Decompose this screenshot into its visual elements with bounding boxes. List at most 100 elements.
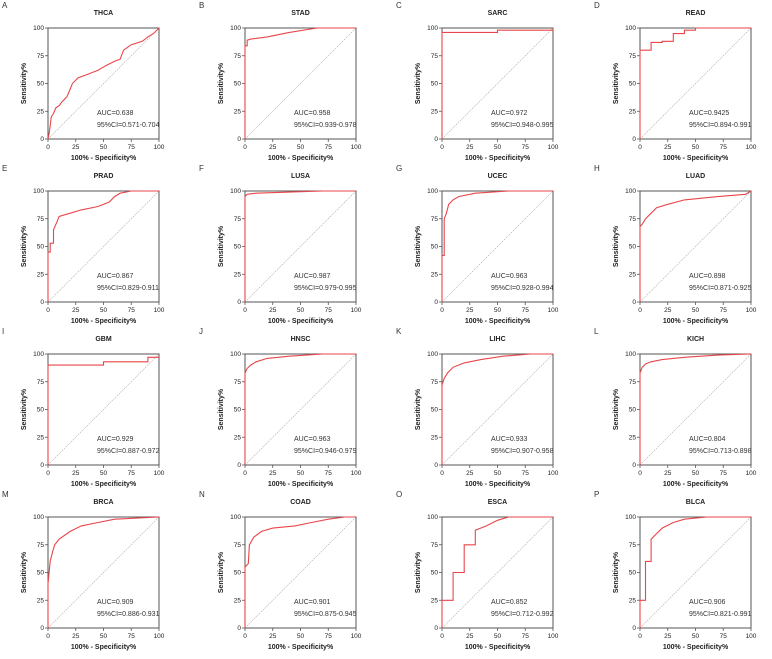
roc-panel-a: A THCA 00 25 25 50 50 75 75 100 100 100% - Specific…	[2, 1, 165, 162]
reference-diagonal	[244, 353, 357, 466]
roc-curve	[639, 516, 751, 628]
reference-diagonal	[47, 27, 160, 140]
auc-annotation: AUC=0.867	[97, 273, 133, 280]
y-tick-label: 75	[629, 216, 637, 223]
y-tick-label: 100	[625, 351, 636, 358]
y-axis-label: Sensitivity%	[415, 225, 422, 267]
reference-diagonal	[441, 516, 554, 629]
y-tick-label: 25	[431, 597, 439, 604]
x-axis-label: 100% - Specificity%	[663, 481, 729, 488]
x-tick-label: 25	[664, 470, 672, 477]
y-tick-label: 75	[431, 542, 439, 549]
panel-letter: O	[396, 490, 402, 499]
chart-title: KICH	[687, 336, 704, 343]
panel-letter: M	[2, 490, 9, 499]
x-tick-label: 75	[325, 144, 333, 151]
roc-curve	[244, 190, 356, 302]
roc-panel-p: P BLCA 00 25 25 50 50 75 75 100 100 100% - Specific…	[594, 490, 757, 651]
y-axis-label: Sensitivity%	[21, 388, 28, 430]
x-tick-label: 100	[154, 307, 165, 314]
auc-annotation: AUC=0.963	[491, 273, 527, 280]
y-tick-label: 25	[629, 271, 637, 278]
y-axis-label: Sensitivity%	[21, 551, 28, 593]
y-tick-label: 75	[629, 53, 637, 60]
y-tick-label: 0	[40, 462, 44, 469]
panel-letter: B	[199, 1, 204, 10]
panel-letter: K	[396, 327, 402, 336]
y-tick-label: 100	[625, 188, 636, 195]
chart-title: COAD	[290, 499, 311, 506]
panel-letter: L	[594, 327, 599, 336]
x-tick-label: 75	[325, 307, 333, 314]
roc-curve	[639, 27, 751, 139]
x-tick-label: 75	[325, 633, 333, 640]
x-tick-label: 25	[72, 144, 80, 151]
y-tick-label: 25	[629, 597, 637, 604]
roc-curve	[47, 27, 160, 140]
x-tick-label: 25	[466, 633, 474, 640]
x-tick-label: 100	[746, 307, 757, 314]
panel-letter: P	[594, 490, 599, 499]
auc-annotation: AUC=0.901	[294, 599, 330, 606]
auc-annotation: AUC=0.898	[689, 273, 725, 280]
y-tick-label: 25	[629, 108, 637, 115]
y-tick-label: 50	[431, 81, 439, 88]
x-axis-label: 100% - Specificity%	[268, 155, 334, 162]
x-axis-label: 100% - Specificity%	[465, 644, 531, 651]
reference-diagonal	[441, 353, 554, 466]
y-axis-label: Sensitivity%	[613, 551, 620, 593]
x-tick-label: 50	[297, 307, 305, 314]
reference-diagonal	[639, 516, 752, 629]
y-tick-label: 100	[33, 188, 44, 195]
y-tick-label: 75	[37, 216, 45, 223]
x-tick-label: 75	[522, 470, 530, 477]
y-tick-label: 100	[33, 25, 44, 32]
roc-panel-k: K LIHC 00 25 25 50 50 75 75 100 100 100% - Specific…	[396, 327, 559, 488]
x-tick-label: 75	[720, 144, 728, 151]
y-tick-label: 75	[234, 216, 242, 223]
reference-diagonal	[244, 27, 357, 140]
x-tick-label: 50	[100, 144, 108, 151]
chart-title: STAD	[291, 10, 310, 17]
ci-annotation: 95%CI=0.894-0.991	[689, 122, 752, 129]
y-tick-label: 25	[37, 597, 45, 604]
y-axis-label: Sensitivity%	[21, 62, 28, 104]
y-axis-label: Sensitivity%	[218, 388, 225, 430]
x-axis-label: 100% - Specificity%	[71, 644, 137, 651]
chart-title: BRCA	[93, 499, 113, 506]
roc-curve	[244, 353, 356, 465]
y-tick-label: 50	[431, 570, 439, 577]
y-tick-label: 100	[625, 514, 636, 521]
y-tick-label: 50	[37, 244, 45, 251]
x-tick-label: 75	[128, 470, 136, 477]
x-axis-label: 100% - Specificity%	[663, 644, 729, 651]
y-tick-label: 100	[427, 188, 438, 195]
y-axis-label: Sensitivity%	[415, 388, 422, 430]
x-tick-label: 50	[100, 633, 108, 640]
y-axis-label: Sensitivity%	[415, 62, 422, 104]
x-axis-label: 100% - Specificity%	[663, 318, 729, 325]
auc-annotation: AUC=0.987	[294, 273, 330, 280]
y-tick-label: 100	[33, 351, 44, 358]
y-tick-label: 0	[237, 299, 241, 306]
x-tick-label: 100	[746, 470, 757, 477]
reference-diagonal	[639, 190, 752, 303]
y-axis-label: Sensitivity%	[613, 388, 620, 430]
x-tick-label: 100	[746, 633, 757, 640]
ci-annotation: 95%CI=0.907-0.958	[491, 448, 554, 455]
y-tick-label: 75	[234, 542, 242, 549]
x-tick-label: 0	[243, 470, 247, 477]
ci-annotation: 95%CI=0.571-0.704	[97, 122, 160, 129]
ci-annotation: 95%CI=0.948-0.995	[491, 122, 554, 129]
x-tick-label: 50	[100, 470, 108, 477]
panel-letter: H	[594, 164, 600, 173]
auc-annotation: AUC=0.933	[491, 436, 527, 443]
y-tick-label: 25	[629, 434, 637, 441]
reference-diagonal	[47, 516, 160, 629]
y-tick-label: 50	[234, 570, 242, 577]
auc-annotation: AUC=0.972	[491, 110, 527, 117]
y-tick-label: 50	[234, 407, 242, 414]
x-tick-label: 100	[746, 144, 757, 151]
y-tick-label: 100	[427, 351, 438, 358]
